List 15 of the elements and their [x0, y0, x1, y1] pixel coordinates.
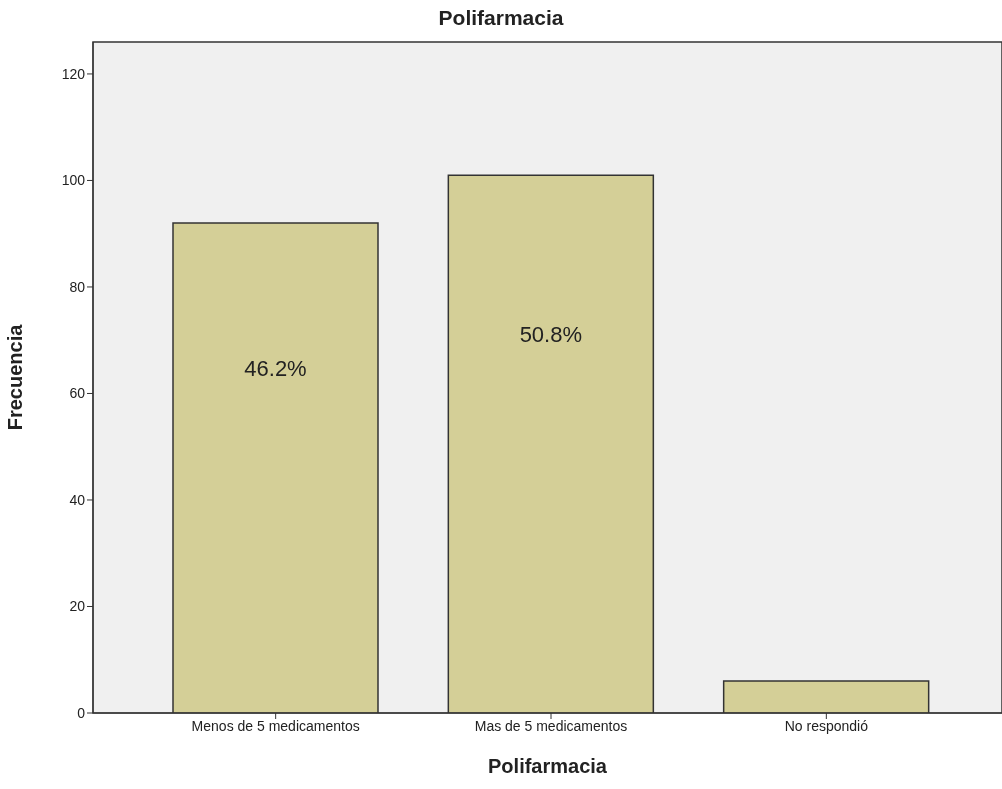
annotation: 46.2%	[244, 355, 307, 381]
y-tick-label: 0	[77, 704, 86, 721]
x-tick-label: Menos de 5 medicamentos	[191, 717, 360, 734]
y-axis-title: Frecuencia	[4, 323, 27, 431]
chart-title: Polifarmacia	[437, 6, 565, 30]
y-tick-label: 80	[69, 278, 86, 295]
y-tick-label: 100	[61, 172, 86, 189]
x-axis-title: Polifarmacia	[488, 755, 608, 777]
y-tick-label: 120	[61, 65, 86, 82]
y-tick-label: 20	[69, 598, 86, 615]
x-tick-label: No respondió	[784, 717, 869, 734]
y-tick-label: 60	[69, 385, 86, 402]
annotation: 50.8%	[519, 322, 583, 348]
x-tick-label: Mas de 5 medicamentos	[474, 717, 628, 734]
y-tick-label: 40	[69, 491, 86, 508]
